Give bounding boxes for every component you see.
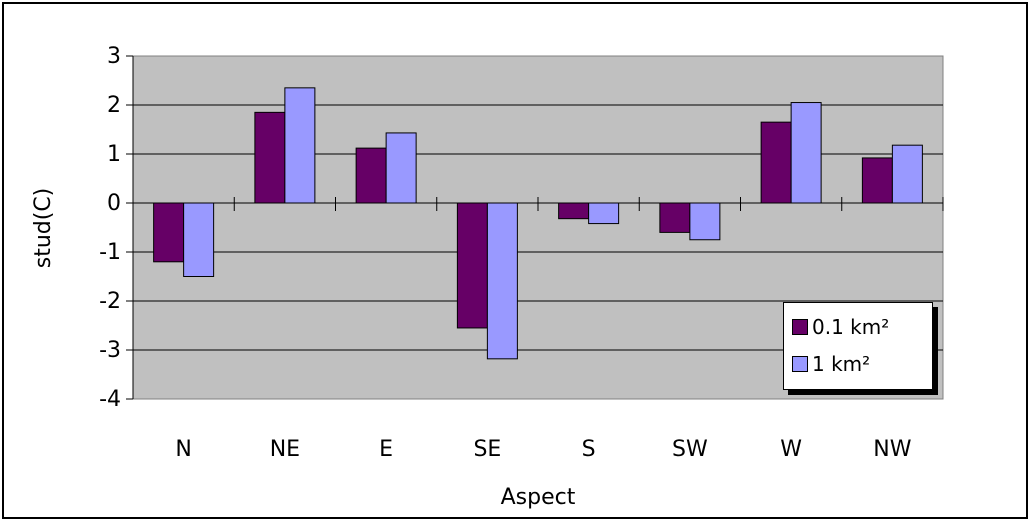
bar-se-series-2 [486, 202, 518, 360]
legend-label-series-2: 1 km² [812, 352, 871, 376]
y-tick-label: 1 [107, 142, 121, 167]
bar-nw-series-2 [891, 144, 923, 204]
y-tick-label: -4 [99, 387, 121, 412]
bars [153, 87, 923, 360]
legend-item-series-1: 0.1 km² [792, 312, 889, 342]
y-tick-label: -2 [99, 289, 121, 314]
bar-ne-series-1 [254, 111, 286, 204]
x-tick-label-se: SE [473, 437, 501, 462]
legend-swatch-series-2 [792, 356, 808, 372]
y-tick-label: 2 [107, 93, 121, 118]
bar-sw-series-1 [659, 202, 691, 233]
bar-sw-series-2 [689, 202, 721, 241]
y-tick-label: 0 [107, 191, 121, 216]
axes [126, 55, 944, 400]
x-axis-title: Aspect [501, 485, 576, 510]
bar-n-series-1 [153, 202, 185, 263]
bar-e-series-1 [355, 147, 387, 204]
y-axis-title: stud(C) [31, 188, 56, 269]
legend-item-series-2: 1 km² [792, 349, 870, 379]
bar-w-series-1 [760, 121, 792, 204]
x-tick-labels: N NE E SE S SW W NW [175, 437, 911, 462]
y-tick-label: -3 [99, 338, 121, 363]
bar-se-series-1 [456, 202, 488, 329]
bar-ne-series-2 [284, 87, 316, 204]
x-tick-label-w: W [780, 437, 802, 462]
y-tick-label: 3 [107, 44, 121, 69]
x-tick-label-e: E [379, 437, 393, 462]
bar-s-series-2 [588, 202, 620, 225]
x-tick-label-ne: NE [270, 437, 300, 462]
y-tick-label: -1 [99, 240, 121, 265]
bar-w-series-2 [790, 102, 822, 204]
bar-s-series-1 [558, 202, 590, 220]
y-tick-labels: 3 2 1 0 -1 -2 -3 -4 [99, 44, 121, 412]
x-tick-label-sw: SW [672, 437, 708, 462]
x-tick-label-nw: NW [873, 437, 911, 462]
bar-n-series-2 [183, 202, 215, 277]
x-tick-label-n: N [175, 437, 191, 462]
bar-nw-series-1 [861, 157, 893, 204]
x-tick-label-s: S [582, 437, 596, 462]
bar-e-series-2 [385, 132, 417, 204]
legend: 0.1 km² 1 km² [783, 302, 933, 390]
legend-label-series-1: 0.1 km² [812, 315, 890, 339]
legend-swatch-series-1 [792, 319, 808, 335]
